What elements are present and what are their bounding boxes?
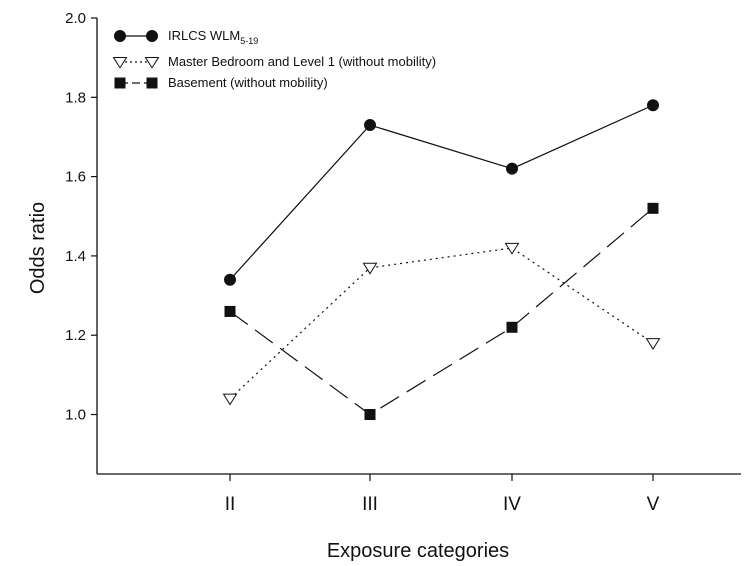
series-1 [224, 99, 659, 286]
y-tick-label: 1.6 [65, 169, 86, 186]
series-line [229, 104, 654, 281]
legend-label: Basement (without mobility) [168, 75, 328, 90]
x-tick-label: II [225, 494, 236, 515]
data-point [224, 305, 236, 317]
legend-marker [114, 30, 126, 42]
data-point [362, 262, 378, 275]
y-axis-label: Odds ratio [27, 202, 49, 294]
data-point [506, 162, 518, 175]
legend-marker [146, 30, 158, 42]
legend-label-text: Master Bedroom and Level 1 (without mobi… [168, 54, 436, 69]
legend-label: IRLCS WLM5-19 [168, 28, 258, 46]
series-line [229, 247, 654, 400]
y-tick-label: 2.0 [65, 10, 86, 27]
axes: 1.01.21.41.61.82.0II III IV V [65, 10, 741, 515]
legend-label: Master Bedroom and Level 1 (without mobi… [168, 54, 436, 69]
legend-entry-2: Master Bedroom and Level 1 (without mobi… [112, 54, 436, 69]
y-tick-label: 1.8 [65, 89, 86, 106]
data-point [647, 202, 659, 214]
data-point [364, 119, 376, 132]
legend-label-text: IRLCS WLM [168, 28, 240, 43]
legend-marker [112, 56, 128, 69]
legend-label-text: Basement (without mobility) [168, 75, 328, 90]
legend-entry-1: IRLCS WLM5-19 [114, 28, 258, 46]
legend-label-subscript: 5-19 [240, 36, 258, 46]
legend-marker [146, 77, 158, 89]
legend-marker [114, 77, 126, 89]
data-point [222, 393, 238, 406]
series-layer [222, 99, 661, 421]
x-axis-label: Exposure categories [327, 540, 509, 562]
data-point [364, 409, 376, 421]
series-line [229, 207, 654, 416]
series-3 [224, 202, 659, 421]
x-tick-label: V [647, 494, 660, 515]
y-tick-label: 1.4 [65, 248, 86, 265]
legend: IRLCS WLM5-19 Master Bedroom and Level 1 … [112, 28, 436, 90]
data-point [224, 273, 236, 286]
data-point [645, 338, 661, 350]
y-tick-label: 1.0 [65, 407, 86, 424]
legend-marker [144, 56, 160, 69]
data-point [504, 242, 520, 255]
legend-entry-3: Basement (without mobility) [114, 75, 328, 90]
y-tick-label: 1.2 [65, 327, 86, 344]
x-tick-label: III [362, 494, 378, 515]
x-tick-label: IV [503, 494, 521, 515]
data-point [647, 99, 659, 112]
data-point [506, 321, 518, 333]
series-2 [222, 242, 661, 406]
